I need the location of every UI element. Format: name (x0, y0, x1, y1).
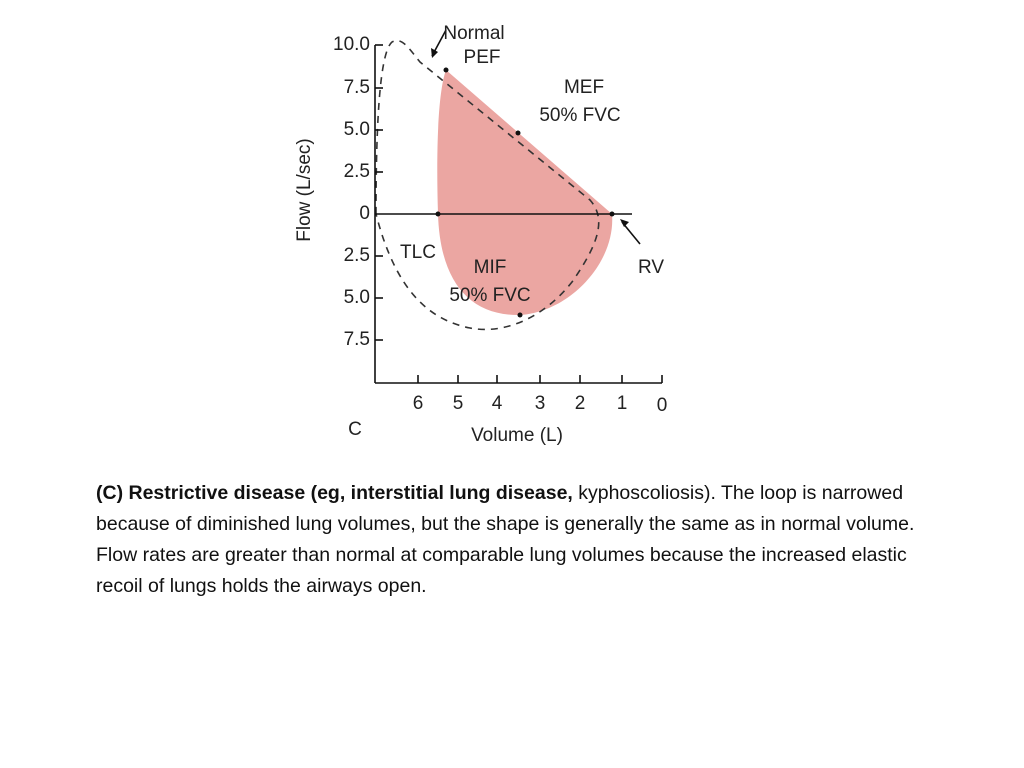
caption: (C) Restrictive disease (eg, interstitia… (96, 478, 916, 602)
y-tick-label: 7.5 (344, 77, 370, 98)
annotation: PEF (464, 47, 501, 68)
annotation: TLC (400, 242, 436, 263)
x-tick-label: 3 (535, 393, 546, 414)
y-tick-label: 5.0 (344, 119, 370, 140)
caption-bold: (C) Restrictive disease (eg, interstitia… (96, 482, 573, 504)
normal-loop (375, 39, 600, 331)
axes (374, 29, 663, 384)
x-tick-label: 2 (575, 393, 586, 414)
x-tick-label: 0 (657, 395, 668, 416)
y-tick-label: 5.0 (344, 287, 370, 308)
x-tick-label: 5 (453, 393, 464, 414)
x-tick-label: 4 (492, 393, 503, 414)
y-tick-label: 2.5 (344, 245, 370, 266)
y-tick-label: 2.5 (344, 161, 370, 182)
panel-label: C (348, 419, 362, 440)
y-tick-label: 7.5 (344, 329, 370, 350)
annotation: Normal (443, 23, 504, 44)
y-axis-label: Flow (L/sec) (294, 138, 315, 241)
annotation: MEF (564, 77, 604, 98)
restrictive-loop (437, 70, 613, 316)
caption-text: kyphoscoliosis). The loop is narrowed be… (96, 482, 915, 597)
annotation: RV (638, 257, 664, 278)
x-tick-label: 1 (617, 393, 628, 414)
annotation: MIF (474, 257, 507, 278)
x-tick-label: 6 (413, 393, 424, 414)
annotation: 50% FVC (449, 285, 530, 306)
x-axis-label: Volume (L) (471, 425, 563, 446)
y-tick-label: 10.0 (333, 34, 370, 55)
annotation: 50% FVC (539, 105, 620, 126)
figure: 10.0 7.5 5.0 2.5 0 2.5 5.0 7.5 6 5 4 3 2… (294, 23, 668, 446)
points (435, 67, 615, 318)
y-tick-label: 0 (359, 203, 370, 224)
y-ticks: 10.0 7.5 5.0 2.5 0 2.5 5.0 7.5 (333, 34, 370, 350)
x-ticks: 6 5 4 3 2 1 0 (413, 393, 668, 416)
